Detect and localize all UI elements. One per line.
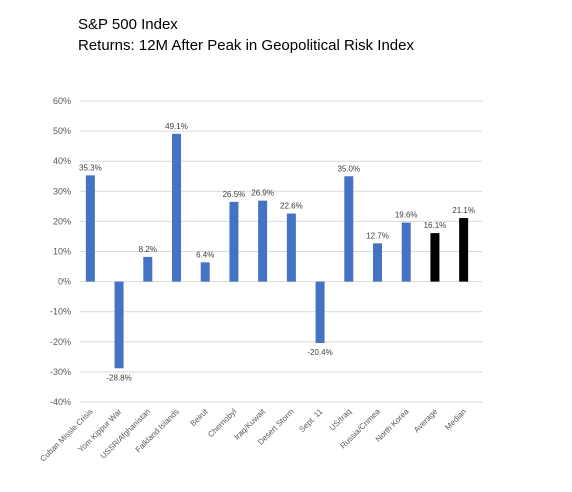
y-tick-label: 0% — [58, 277, 71, 287]
y-axis: 60% 50% 40% 30% 20% 10% 0% -10% -20% -30% -40% — [50, 96, 71, 407]
bars — [85, 133, 469, 369]
data-label: 22.6% — [280, 202, 303, 211]
bar — [401, 222, 411, 282]
data-label: 35.0% — [337, 164, 360, 173]
data-label: 12.7% — [366, 231, 389, 240]
data-label: 26.5% — [223, 190, 246, 199]
x-tick-label: Average — [412, 407, 440, 435]
bar — [258, 200, 268, 282]
bar — [459, 218, 469, 282]
bar — [373, 243, 382, 282]
x-tick-label: Median — [443, 407, 468, 432]
chart-title-block: S&P 500 Index Returns: 12M After Peak in… — [78, 14, 414, 56]
gridlines — [80, 100, 482, 403]
chart-subtitle: Returns: 12M After Peak in Geopolitical … — [78, 37, 414, 54]
x-tick-label: Cuban Missle Crisis — [38, 407, 94, 463]
x-tick-label: US/Iraq — [328, 407, 354, 433]
bar — [200, 262, 210, 282]
bar — [229, 201, 239, 282]
y-tick-label: -40% — [50, 397, 71, 407]
data-labels: 35.3% -28.8% 8.2% 49.1% 6.4% 26.5% 26.9% 22.6% -… — [79, 122, 475, 382]
x-tick-label: Sept. 11 — [297, 407, 324, 434]
chart-title: S&P 500 Index — [78, 16, 178, 33]
bar — [315, 281, 325, 344]
bar — [143, 256, 153, 282]
y-tick-label: 30% — [53, 186, 71, 196]
data-label: -20.4% — [307, 348, 332, 357]
data-label: 21.1% — [452, 206, 475, 215]
data-label: 19.6% — [395, 211, 418, 220]
bar — [344, 176, 354, 282]
bar — [172, 133, 181, 282]
y-tick-label: -30% — [50, 367, 71, 377]
data-label: 49.1% — [165, 122, 188, 131]
y-tick-label: 20% — [53, 216, 71, 226]
data-label: 26.9% — [251, 189, 274, 198]
y-tick-label: 60% — [53, 96, 71, 106]
bar — [430, 233, 440, 282]
data-label: -28.8% — [106, 373, 131, 382]
bar — [114, 281, 124, 369]
data-label: 8.2% — [139, 245, 157, 254]
data-label: 16.1% — [424, 221, 447, 230]
bar — [85, 175, 95, 282]
data-label: 35.3% — [79, 163, 102, 172]
x-tick-label: USSR/Afghanistan — [99, 407, 153, 461]
y-tick-label: 40% — [53, 156, 71, 166]
y-tick-label: 50% — [53, 126, 71, 136]
y-tick-label: -10% — [50, 307, 71, 317]
y-tick-label: -20% — [50, 337, 71, 347]
bar — [286, 213, 296, 282]
data-label: 6.4% — [196, 250, 214, 259]
x-tick-label: Beirut — [188, 407, 210, 429]
y-tick-label: 10% — [53, 247, 71, 257]
